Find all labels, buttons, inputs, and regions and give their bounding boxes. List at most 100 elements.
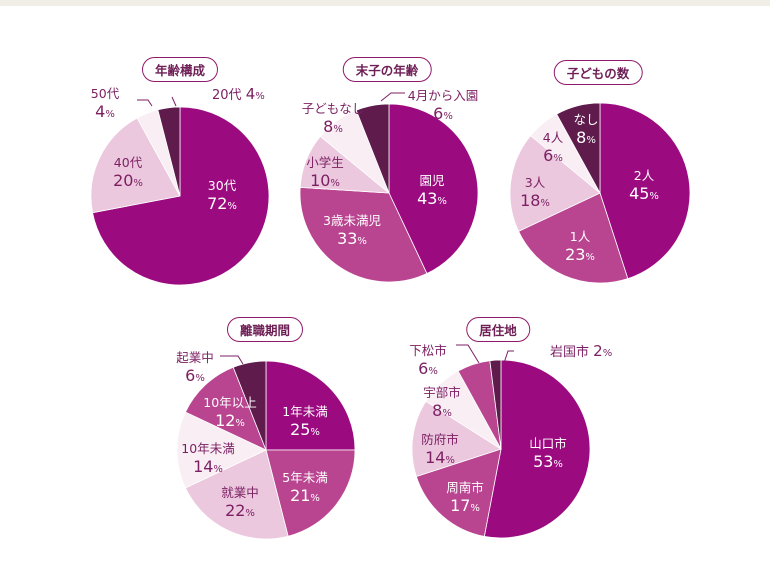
chart-title: 子どもの数 xyxy=(553,60,643,85)
slice-name: 50代 xyxy=(91,86,120,101)
percent-sign: % xyxy=(255,91,265,102)
pie-slice xyxy=(489,359,502,450)
percent-sign: % xyxy=(443,111,453,122)
pie-slice xyxy=(184,366,267,451)
leader-line xyxy=(456,344,480,364)
top-border xyxy=(0,0,770,6)
slice-name: 園児 xyxy=(419,173,444,188)
pie-slice xyxy=(599,102,691,280)
slice-value: 6% xyxy=(185,366,205,385)
slice-name: 岩国市 xyxy=(550,344,593,360)
chart-title-age-composition: 年齢構成 xyxy=(141,57,219,82)
slice-name: 防府市 xyxy=(421,432,459,447)
slice-value: 6% xyxy=(433,104,453,123)
slice-name: 1年未満 xyxy=(282,404,327,419)
slice-name: 山口市 xyxy=(529,436,567,451)
slice-name: 下松市 xyxy=(409,343,447,358)
slice-name: 4人 xyxy=(543,130,564,145)
pie-slice xyxy=(556,102,601,194)
pie-slice xyxy=(415,448,502,537)
percent-sign: % xyxy=(553,153,563,164)
pie-slice xyxy=(232,360,267,451)
chart-title-residence: 居住地 xyxy=(466,317,530,342)
percent-sign: % xyxy=(442,408,452,419)
percent-sign: % xyxy=(649,191,659,202)
percent-sign: % xyxy=(133,178,143,189)
percent-sign: % xyxy=(553,459,563,470)
percent-sign: % xyxy=(235,418,245,429)
pie-slice xyxy=(411,400,502,478)
percent-sign: % xyxy=(540,198,550,209)
pie-slice xyxy=(509,135,601,232)
pie-slice xyxy=(176,411,267,489)
slice-name: 小学生 xyxy=(306,155,344,170)
chart-title-youngest-child-age: 末子の年齢 xyxy=(342,57,432,82)
leader-line xyxy=(503,350,514,364)
pie-slice xyxy=(157,106,181,197)
pie-slice xyxy=(483,359,591,539)
slice-name: 2人 xyxy=(634,168,655,183)
slice-value: 6% xyxy=(418,359,438,378)
percent-sign: % xyxy=(213,464,223,475)
slice-name: 子どもなし xyxy=(302,101,365,116)
percent-sign: % xyxy=(445,455,455,466)
percent-sign: % xyxy=(333,124,343,135)
slice-name: 1人 xyxy=(570,229,591,244)
chart-title-career-break: 離職期間 xyxy=(226,317,304,342)
chart-title: 離職期間 xyxy=(226,317,304,342)
slice-name: 就業中 xyxy=(221,485,259,500)
slice-name: 5年未満 xyxy=(282,470,327,485)
slice-name: 40代 xyxy=(114,155,143,170)
chart-title-number-of-children: 子どもの数 xyxy=(553,60,643,85)
percent-sign: % xyxy=(310,493,320,504)
slice-name: 宇部市 xyxy=(423,385,461,400)
slice-value: 4 xyxy=(246,85,256,103)
percent-sign: % xyxy=(437,196,447,207)
pie-slice xyxy=(355,103,390,194)
pie-slice xyxy=(518,192,629,284)
leader-line xyxy=(380,92,405,102)
chart-title: 年齢構成 xyxy=(141,57,219,82)
percent-sign: % xyxy=(585,252,595,263)
leader-line xyxy=(171,96,177,107)
pie-chart-3: 1年未満25%5年未満21%就業中22%10年未満14%10年以上12%起業中6… xyxy=(176,350,356,540)
percent-sign: % xyxy=(330,178,340,189)
percent-sign: % xyxy=(428,366,438,377)
slice-label: 岩国市 2% xyxy=(550,342,612,360)
slice-name: 20代 xyxy=(212,88,246,103)
percent-sign: % xyxy=(105,109,115,120)
slice-name: 周南市 xyxy=(446,480,484,495)
slice-value: 4% xyxy=(95,102,115,121)
pie-slice xyxy=(388,103,479,275)
percent-sign: % xyxy=(586,135,596,146)
slice-name: 10年未満 xyxy=(181,441,234,456)
chart-title: 末子の年齢 xyxy=(342,57,432,82)
slice-name: 3人 xyxy=(525,175,546,190)
pie-slice xyxy=(184,449,289,540)
percent-sign: % xyxy=(603,348,613,359)
percent-sign: % xyxy=(227,201,237,212)
pie-slice xyxy=(92,106,270,286)
leader-line xyxy=(220,355,244,365)
slice-name: 起業中 xyxy=(176,350,214,365)
slice-name: 30代 xyxy=(208,178,237,193)
slice-name: なし xyxy=(573,112,598,127)
pie-slice xyxy=(265,449,356,537)
slice-value: 2 xyxy=(593,342,603,360)
percent-sign: % xyxy=(195,373,205,384)
leader-line xyxy=(137,99,153,107)
slice-label: 20代 4% xyxy=(212,85,265,103)
slice-name: 3歳未満児 xyxy=(323,213,381,228)
slice-name: 4月から入園 xyxy=(408,88,478,103)
percent-sign: % xyxy=(310,427,320,438)
pie-slice xyxy=(90,117,181,214)
percent-sign: % xyxy=(357,236,367,247)
percent-sign: % xyxy=(245,508,255,519)
chart-title: 居住地 xyxy=(466,317,530,342)
percent-sign: % xyxy=(470,503,480,514)
